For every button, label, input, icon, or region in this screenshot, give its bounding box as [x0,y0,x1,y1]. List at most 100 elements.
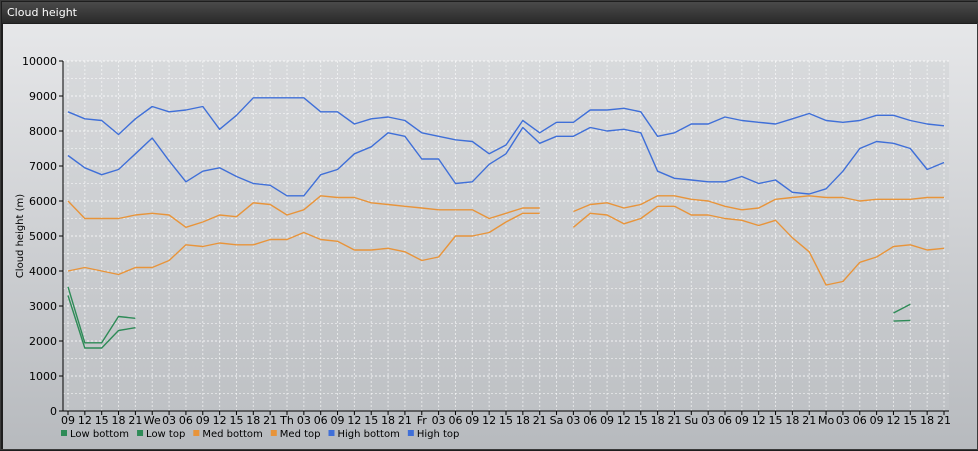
y-tick-label: 3000 [29,300,57,313]
x-tick-label: 09 [465,414,479,427]
legend-swatch [137,430,144,436]
x-tick-label: 12 [886,414,900,427]
x-tick-label: 03 [836,414,850,427]
y-tick-label: 7000 [29,160,57,173]
series-layer [67,97,945,349]
x-tick-label: 03 [432,414,446,427]
series-line [67,97,945,155]
x-tick-label: We [144,414,161,427]
y-axis-label: Cloud height (m) [15,194,26,278]
x-tick-label: 15 [499,414,513,427]
x-tick-label: 12 [482,414,496,427]
x-tick-label: 21 [398,414,412,427]
legend-swatch [270,430,277,436]
series-line [67,286,136,344]
x-tick-label: 15 [634,414,648,427]
x-tick-label: 03 [162,414,176,427]
series-high-top [67,97,945,155]
x-tick-label: 21 [937,414,951,427]
x-tick-label: 03 [701,414,715,427]
x-tick-label: 12 [78,414,92,427]
x-tick-label: 18 [246,414,260,427]
y-tick-label: 10000 [22,55,57,68]
series-line [573,195,944,213]
x-tick-label: 09 [196,414,210,427]
legend: Low bottom Low top Med bottom Med top High b… [61,429,459,440]
x-tick-label: Fr [417,414,428,427]
x-tick-label: 12 [617,414,631,427]
series-line [67,195,540,229]
x-tick-label: 06 [314,414,328,427]
legend-label: Low bottom [70,429,129,440]
legend-label: High bottom [338,429,400,440]
x-tick-label: Su [684,414,698,427]
x-tick-label: 18 [785,414,799,427]
x-tick-label: Mo [818,414,834,427]
y-tick-label: 5000 [29,230,57,243]
x-tick-label: 12 [752,414,766,427]
x-tick-label: 15 [903,414,917,427]
legend-label: High top [417,429,460,440]
window-title: Cloud height [7,6,77,19]
series-med-bottom [67,205,945,286]
x-tick-label: 21 [802,414,816,427]
x-tick-label: 15 [229,414,243,427]
plot-area [63,61,949,411]
series-line [67,126,945,197]
legend-swatch [193,430,200,436]
legend-swatch [407,430,414,436]
legend-swatch [61,430,67,436]
legend-label: Med bottom [202,429,262,440]
x-tick-label: 03 [566,414,580,427]
chart-panel [3,24,977,449]
legend-swatch [328,430,335,436]
series-line [893,303,911,314]
x-tick-label: 18 [651,414,665,427]
x-tick-label: 09 [331,414,345,427]
y-tick-label: 2000 [29,335,57,348]
x-tick-label: Sa [550,414,564,427]
x-tick-label: 12 [213,414,227,427]
series-low-bottom [67,295,911,349]
y-tick-label: 9000 [29,90,57,103]
x-tick-label: 15 [95,414,109,427]
x-tick-label: 18 [516,414,530,427]
x-tick-label: 18 [381,414,395,427]
x-tick-label: 12 [347,414,361,427]
y-tick-label: 1000 [29,370,57,383]
legend-label: Low top [146,429,185,440]
x-tick-label: 09 [735,414,749,427]
grid-layer [63,60,949,412]
x-tick-label: 18 [112,414,126,427]
y-tick-label: 0 [50,405,57,418]
x-tick-label: 21 [667,414,681,427]
x-tick-label: 21 [263,414,277,427]
x-tick-label: 09 [600,414,614,427]
x-tick-label: 09 [61,414,75,427]
series-high-bottom [67,126,945,197]
x-tick-label: 03 [297,414,311,427]
x-tick-label: 06 [448,414,462,427]
y-tick-label: 4000 [29,265,57,278]
series-line [67,212,540,276]
series-low-top [67,286,911,344]
axis-layer: 0 1000 2000 3000 4000 5000 6000 7000 8000 9000 100… [15,55,951,427]
y-tick-label: 6000 [29,195,57,208]
y-tick-label: 8000 [29,125,57,138]
title-bar: Cloud height [2,2,978,23]
series-line [572,205,945,286]
x-tick-label: 21 [128,414,142,427]
x-tick-label: Th [279,414,294,427]
x-tick-label: 06 [179,414,193,427]
x-tick-label: 06 [718,414,732,427]
x-tick-label: 15 [364,414,378,427]
x-tick-label: 18 [920,414,934,427]
legend-label: Med top [280,429,321,440]
series-line [67,295,136,349]
x-tick-label: 06 [853,414,867,427]
x-tick-label: 21 [533,414,547,427]
series-med-top [67,195,944,229]
x-tick-label: 06 [583,414,597,427]
